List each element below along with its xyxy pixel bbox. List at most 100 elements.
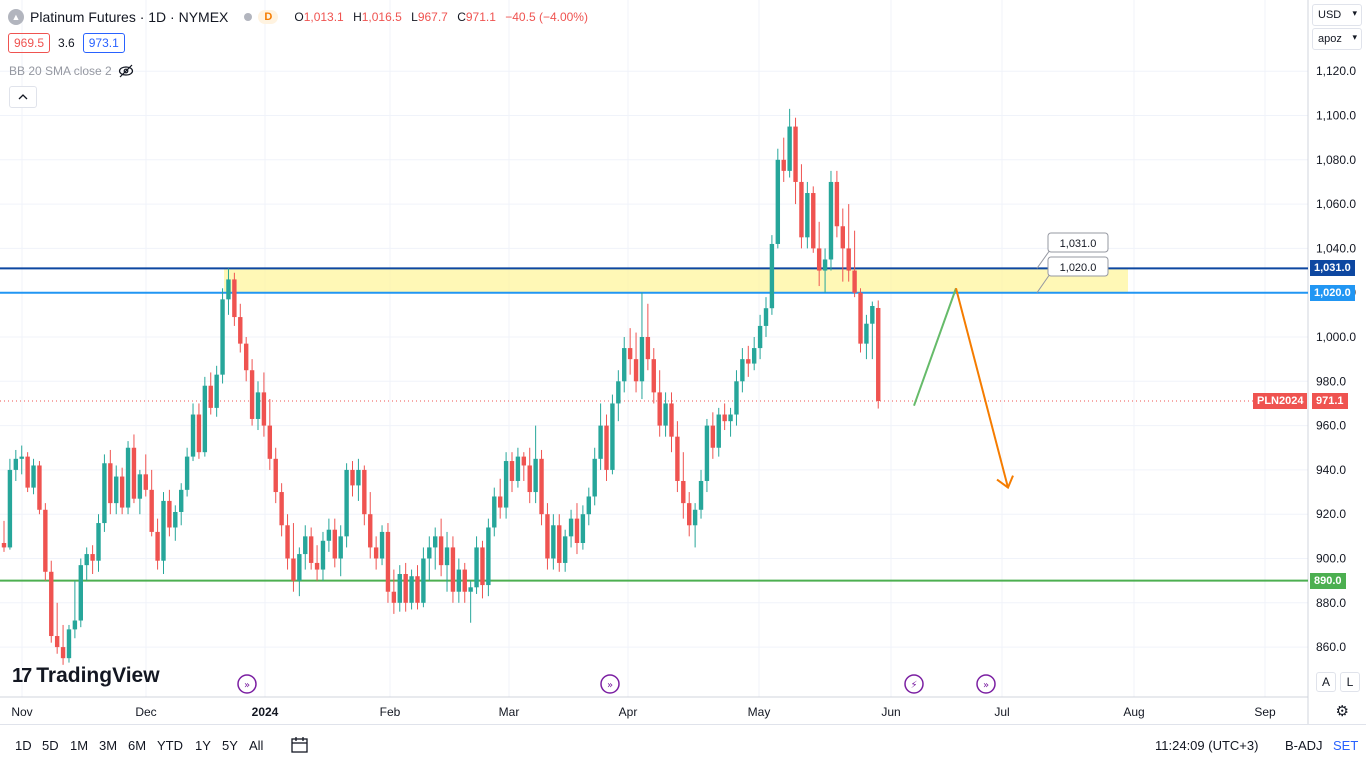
- x-tick-label: Apr: [619, 705, 638, 719]
- candle-body: [84, 554, 89, 566]
- candle-body: [598, 425, 603, 459]
- candle-body: [716, 414, 721, 448]
- candle-body: [226, 279, 231, 300]
- candle-body: [31, 465, 36, 488]
- bid-button[interactable]: 969.5: [8, 33, 51, 53]
- timeframe-1m[interactable]: 1M: [70, 738, 89, 753]
- callout-leader: [1036, 249, 1051, 269]
- candle-body: [568, 518, 574, 537]
- candle-body: [852, 270, 857, 293]
- candle-body: [102, 463, 107, 524]
- candle-body: [515, 456, 521, 481]
- candle-body: [763, 308, 769, 326]
- last-price-symbol-tag: PLN2024: [1253, 393, 1308, 409]
- candle-body: [799, 181, 804, 238]
- candle-body: [557, 525, 562, 563]
- candle-body: [143, 474, 148, 490]
- timeframe-ytd[interactable]: YTD: [157, 738, 183, 753]
- callout-label: 1,020.0: [1060, 262, 1097, 274]
- timeframe-6m[interactable]: 6M: [128, 738, 147, 753]
- candle-body: [49, 571, 54, 637]
- candle-body: [155, 531, 160, 561]
- y-tick-label: 1,040.0: [1316, 241, 1356, 255]
- candle-body: [220, 299, 225, 375]
- log-scale-button[interactable]: L: [1340, 672, 1360, 692]
- candle-body: [184, 456, 190, 490]
- timeframe-3m[interactable]: 3M: [99, 738, 118, 753]
- indicator-label: BB 20 SMA close 2: [9, 64, 112, 78]
- candle-body: [261, 392, 267, 426]
- collapse-legend-button[interactable]: [9, 86, 37, 108]
- candle-body: [616, 381, 621, 404]
- candle-body: [545, 514, 550, 559]
- candle-body: [627, 348, 633, 360]
- candle-body: [527, 465, 532, 493]
- candle-body: [344, 469, 349, 537]
- calendar-range-icon[interactable]: [289, 736, 309, 754]
- candle-body: [167, 500, 172, 528]
- candle-body: [43, 509, 48, 572]
- callout-label: 1,031.0: [1060, 238, 1097, 250]
- y-tick-label: 1,060.0: [1316, 197, 1356, 211]
- event-lightning-icon: [904, 674, 924, 694]
- candle-body: [415, 576, 420, 603]
- candle-body: [427, 547, 432, 559]
- event-glyph: »: [244, 680, 250, 691]
- candle-body: [7, 469, 13, 548]
- eye-hidden-icon[interactable]: [118, 64, 134, 78]
- timeframe-1y[interactable]: 1Y: [195, 738, 211, 753]
- symbol-logo-icon: ▲: [8, 9, 24, 25]
- candle-body: [846, 248, 851, 271]
- candle-body: [403, 574, 408, 603]
- clock-readout[interactable]: 11:24:09 (UTC+3): [1155, 738, 1259, 753]
- candle-body: [681, 480, 686, 504]
- candle-body: [368, 514, 373, 548]
- candle-body: [645, 337, 651, 360]
- candle-body: [173, 511, 178, 528]
- candle-body: [474, 547, 479, 588]
- symbol-title[interactable]: Platinum Futures · 1D · NYMEX: [30, 9, 229, 25]
- adjustment-toggle[interactable]: B-ADJ: [1285, 738, 1323, 753]
- candle-body: [356, 469, 361, 486]
- candle-body: [456, 569, 462, 592]
- tradingview-logo[interactable]: 17 TradingView: [12, 664, 160, 688]
- x-tick-label: Feb: [380, 705, 401, 719]
- candle-body: [255, 392, 261, 419]
- candle-body: [858, 292, 863, 344]
- x-tick-label: 2024: [252, 705, 279, 719]
- candle-body: [781, 159, 786, 171]
- chart-header: ▲ Platinum Futures · 1D · NYMEX D O1,013…: [8, 6, 594, 28]
- timeframe-1d[interactable]: 1D: [15, 738, 32, 753]
- x-tick-label: Sep: [1254, 705, 1276, 719]
- indicator-legend[interactable]: BB 20 SMA close 2: [9, 64, 134, 78]
- timeframe-5y[interactable]: 5Y: [222, 738, 238, 753]
- change-readout: −40.5 (−4.00%): [505, 10, 588, 24]
- currency-select[interactable]: USD ▾: [1312, 4, 1362, 26]
- timeframe-5d[interactable]: 5D: [42, 738, 59, 753]
- session-toggle[interactable]: SET: [1333, 738, 1359, 753]
- auto-scale-button[interactable]: A: [1316, 672, 1336, 692]
- candle-body: [450, 547, 456, 592]
- tradingview-mark-icon: 17: [12, 664, 32, 687]
- candle-body: [610, 403, 615, 470]
- line-1020-price-tag: 1,020.0: [1310, 284, 1355, 301]
- candle-body: [397, 574, 402, 603]
- candle-body: [746, 359, 751, 364]
- candle-body: [54, 636, 60, 648]
- settings-gear-icon[interactable]: ⚙: [1335, 703, 1349, 720]
- candle-body: [202, 385, 208, 453]
- candle-body: [870, 305, 875, 324]
- unit-select[interactable]: apoz ▾: [1312, 28, 1362, 50]
- chart-canvas[interactable]: 860.0 880.0 900.0 920.0 940.0 960.0 980.0 1,000…: [0, 0, 1366, 724]
- candle-body: [438, 536, 444, 566]
- candle-body: [125, 447, 131, 508]
- candle-body: [462, 569, 467, 592]
- candle-body: [592, 458, 597, 497]
- timeframe-all[interactable]: All: [249, 738, 264, 753]
- candle-body: [734, 381, 739, 415]
- candle-body: [267, 425, 273, 459]
- candle-body: [539, 458, 544, 515]
- ask-button[interactable]: 973.1: [82, 33, 125, 53]
- candle-body: [805, 193, 810, 238]
- x-tick-label: Jun: [881, 705, 900, 719]
